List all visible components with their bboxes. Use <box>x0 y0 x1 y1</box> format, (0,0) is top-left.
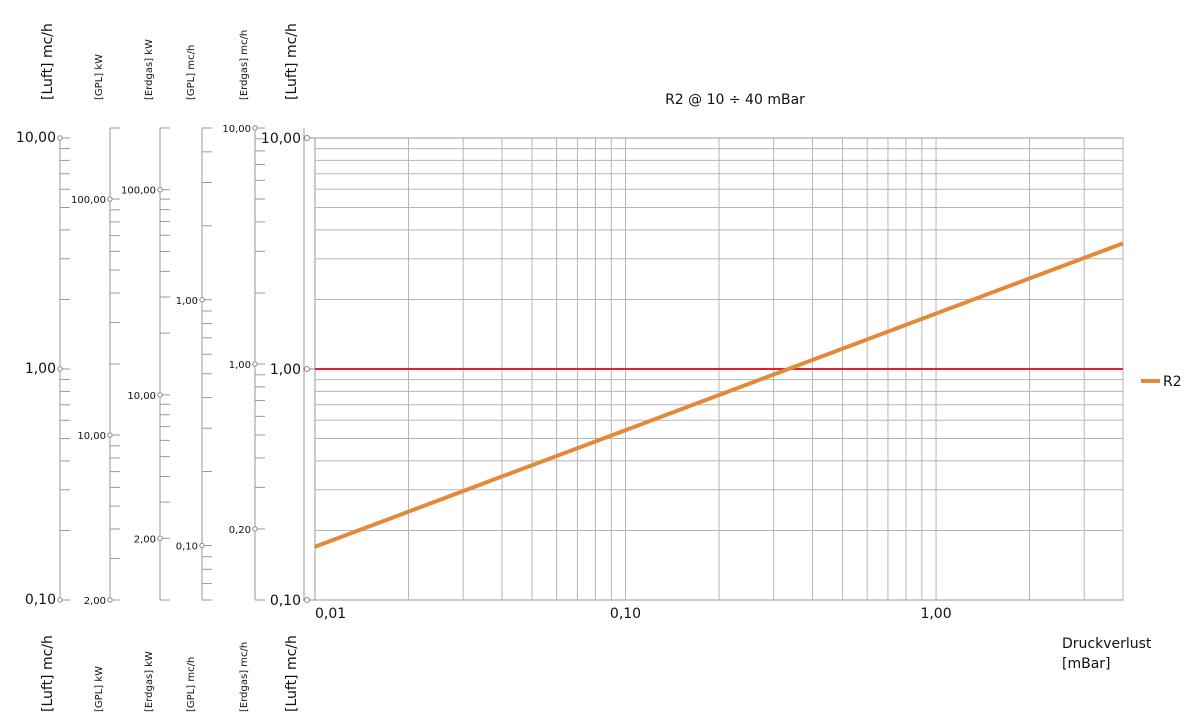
side-axis-tick-label: 10,00 <box>127 391 156 402</box>
side-axis-label-top: [Luft] mc/h <box>284 23 300 100</box>
side-axis-label-top: [Luft] mc/h <box>40 23 56 100</box>
y-tick-dot <box>304 135 310 141</box>
x-axis-label-line1: Druckverlust <box>1062 636 1152 652</box>
side-axis-label-bottom: [GPL] kW <box>94 666 105 712</box>
side-axis-dot <box>107 196 113 202</box>
legend: R2 <box>1141 374 1182 390</box>
side-axis-tick-label: 0,10 <box>25 592 56 608</box>
x-tick-label: 0,01 <box>315 606 346 622</box>
y-tick-label: 10,00 <box>261 131 301 147</box>
side-axis-tick-label: 0,10 <box>176 541 198 552</box>
side-axis-label-bottom: [Luft] mc/h <box>40 635 56 712</box>
side-axis-tick-label: 2,00 <box>84 596 106 607</box>
x-tick-label: 0,10 <box>610 606 641 622</box>
side-axis-label-bottom: [Erdgas] mc/h <box>239 642 250 712</box>
side-axis-dot <box>107 597 113 603</box>
x-axis: 0,01 0,10 1,00 <box>315 606 952 622</box>
side-axis-dot <box>252 125 258 131</box>
side-axis-tick-label: 2,00 <box>134 534 156 545</box>
y-tick-dot <box>304 366 310 372</box>
side-axis-tick-label: 10,00 <box>16 130 56 146</box>
side-axis-dot <box>252 361 258 367</box>
side-axis-label-top: [Erdgas] mc/h <box>239 30 250 100</box>
side-axis-dot <box>157 535 163 541</box>
x-tick-label: 1,00 <box>920 606 951 622</box>
y-axis: 0,10 1,00 10,00 <box>261 131 315 609</box>
side-axis-label-top: [GPL] mc/h <box>186 45 197 100</box>
y-tick-label: 1,00 <box>270 362 301 378</box>
side-axis-dot <box>57 135 63 141</box>
side-axis-label-top: [GPL] kW <box>94 54 105 100</box>
side-axis-tick-label: 100,00 <box>121 186 156 197</box>
series-line-r2 <box>314 241 1124 549</box>
side-axis-dot <box>157 187 163 193</box>
side-axis-tick-label: 10,00 <box>77 431 106 442</box>
y-tick-dot <box>304 597 310 603</box>
side-axis-label-bottom: [Erdgas] kW <box>144 651 155 712</box>
side-axis-label-bottom: [GPL] mc/h <box>186 657 197 712</box>
side-axis-dot <box>199 542 205 549</box>
side-scales: 0,10 1,00 10,00 [Luft] mc/h [Luft] mc/h 2,00 1… <box>16 23 305 712</box>
side-axis-dot <box>57 366 63 372</box>
side-axis-tick-label: 1,00 <box>229 360 251 371</box>
side-axis-tick-label: 100,00 <box>71 195 106 206</box>
side-axis-dot <box>252 526 258 532</box>
legend-label-r2: R2 <box>1163 374 1182 390</box>
side-axis-dot <box>107 432 113 438</box>
side-axis-dot <box>157 392 163 398</box>
side-axis-tick-label: 1,00 <box>25 361 56 377</box>
side-axis-tick-label: 1,00 <box>176 296 198 307</box>
side-axis-tick-label: 10,00 <box>222 124 251 135</box>
side-axis-label-top: [Erdgas] kW <box>144 39 155 100</box>
chart-title: R2 @ 10 ÷ 40 mBar <box>665 92 805 108</box>
side-axis-dot <box>199 297 205 303</box>
y-tick-label: 0,10 <box>270 593 301 609</box>
side-axis-label-bottom: [Luft] mc/h <box>284 635 300 712</box>
x-axis-label-line2: [mBar] <box>1062 656 1111 672</box>
side-axis-tick-label: 0,20 <box>229 525 251 536</box>
series <box>314 241 1124 549</box>
side-axis-dot <box>57 597 63 603</box>
